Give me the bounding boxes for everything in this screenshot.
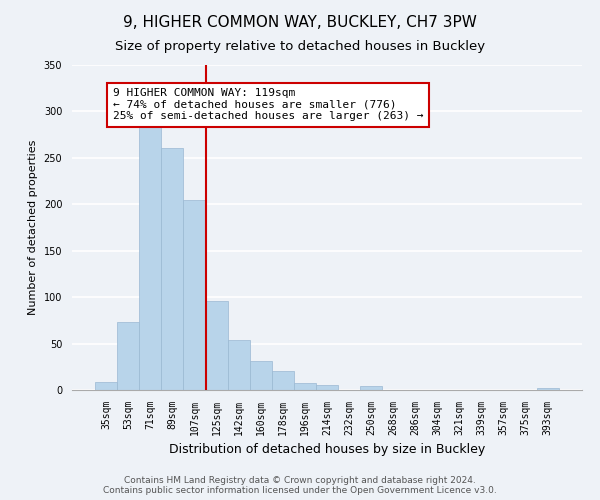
Text: Size of property relative to detached houses in Buckley: Size of property relative to detached ho… — [115, 40, 485, 53]
Bar — [360, 386, 382, 390]
Y-axis label: Number of detached properties: Number of detached properties — [28, 140, 38, 315]
Bar — [294, 382, 316, 390]
Bar — [227, 340, 250, 390]
Bar — [206, 301, 227, 390]
Text: 9, HIGHER COMMON WAY, BUCKLEY, CH7 3PW: 9, HIGHER COMMON WAY, BUCKLEY, CH7 3PW — [123, 15, 477, 30]
Text: Distribution of detached houses by size in Buckley: Distribution of detached houses by size … — [169, 442, 485, 456]
Text: 9 HIGHER COMMON WAY: 119sqm
← 74% of detached houses are smaller (776)
25% of se: 9 HIGHER COMMON WAY: 119sqm ← 74% of det… — [113, 88, 424, 122]
Bar — [117, 322, 139, 390]
Bar — [537, 388, 559, 390]
Bar — [184, 200, 206, 390]
Bar — [161, 148, 184, 390]
Bar — [316, 386, 338, 390]
Bar — [272, 370, 294, 390]
Bar — [139, 124, 161, 390]
Bar — [95, 382, 117, 390]
Bar — [250, 361, 272, 390]
Text: Contains HM Land Registry data © Crown copyright and database right 2024.
Contai: Contains HM Land Registry data © Crown c… — [103, 476, 497, 495]
